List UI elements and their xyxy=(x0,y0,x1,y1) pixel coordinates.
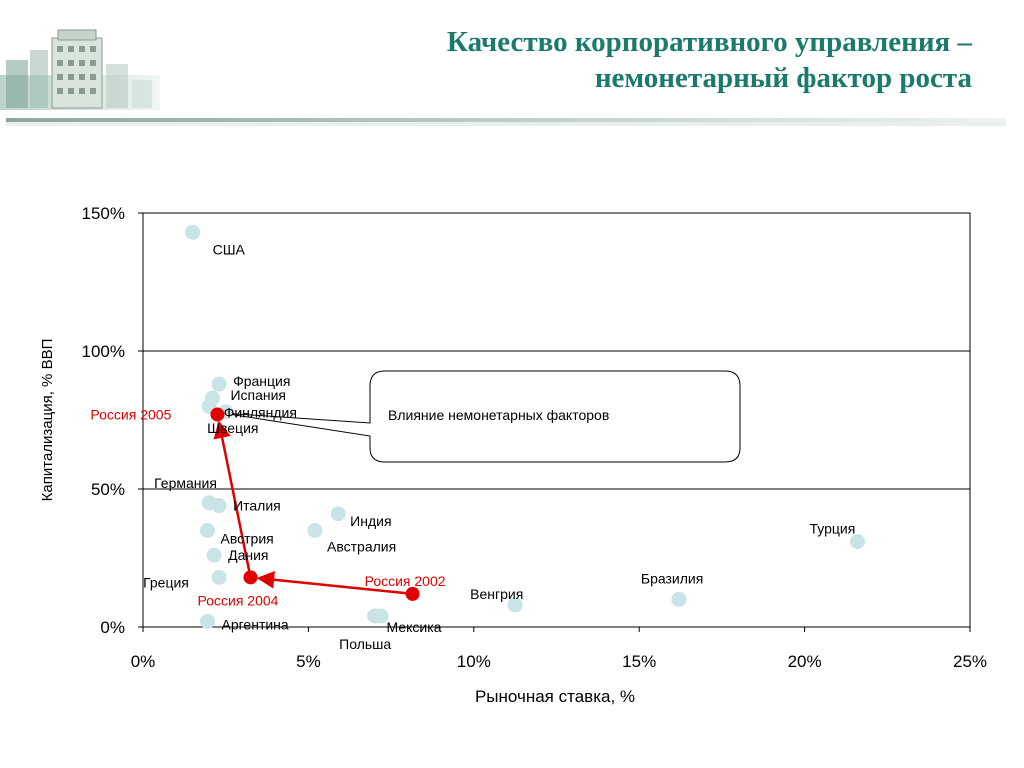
data-point-label: Австралия xyxy=(327,538,396,554)
russia-path-2004-2005 xyxy=(213,420,252,578)
data-point xyxy=(243,570,258,585)
data-point xyxy=(185,224,201,240)
data-point xyxy=(507,597,523,613)
x-tick-label: 15% xyxy=(622,652,656,671)
data-point-label: Италия xyxy=(233,498,281,514)
x-axis-label: Рыночная ставка, % xyxy=(475,687,635,706)
data-point xyxy=(200,613,216,629)
data-point xyxy=(211,569,227,585)
y-tick-label: 0% xyxy=(100,618,125,637)
data-point-label: Швеция xyxy=(207,420,258,436)
header-divider xyxy=(6,118,1006,126)
data-point-label: Австрия xyxy=(221,530,274,546)
callout-bubble xyxy=(221,370,741,463)
data-point-label: Испания xyxy=(230,387,286,403)
x-tick-label: 0% xyxy=(131,652,156,671)
x-tick-label: 25% xyxy=(953,652,987,671)
data-point-label: Турция xyxy=(810,520,856,536)
plot-area-border xyxy=(142,212,971,628)
data-point-label: Дания xyxy=(228,547,268,563)
data-point xyxy=(200,522,216,538)
callout-text: Влияние немонетарных факторов xyxy=(388,407,609,423)
data-point-label: Индия xyxy=(350,513,391,529)
title-line-1: Качество корпоративного управления – xyxy=(446,26,972,58)
page-title: Качество корпоративного управления – нем… xyxy=(212,24,972,96)
y-tick-label: 50% xyxy=(91,480,125,499)
x-tick-label: 5% xyxy=(296,652,321,671)
russia-path-2002-2004 xyxy=(256,571,413,596)
y-tick-label: 150% xyxy=(82,204,125,223)
data-point-label: Франция xyxy=(233,373,290,389)
data-point-label: Греция xyxy=(143,574,189,590)
title-line-2: немонетарный фактор роста xyxy=(594,62,972,94)
data-point-label: Россия 2005 xyxy=(90,406,171,422)
data-point-label: США xyxy=(213,241,246,257)
data-point xyxy=(211,498,227,514)
data-point xyxy=(373,608,389,624)
y-axis-label: Капитализация, % ВВП xyxy=(39,339,56,502)
x-tick-label: 20% xyxy=(788,652,822,671)
data-point-label: Венгрия xyxy=(470,586,523,602)
data-point-label: Мексика xyxy=(387,619,442,635)
data-point-label: Бразилия xyxy=(641,570,703,586)
data-point xyxy=(210,407,225,422)
data-point-label: Россия 2002 xyxy=(365,573,446,589)
data-point-label: Германия xyxy=(154,475,217,491)
data-point xyxy=(206,547,222,563)
data-point-label: Польша xyxy=(339,636,391,652)
data-point xyxy=(211,376,227,392)
data-point xyxy=(671,591,687,607)
x-tick-label: 10% xyxy=(457,652,491,671)
y-tick-label: 100% xyxy=(82,342,125,361)
building-logo xyxy=(0,29,160,110)
data-point xyxy=(850,533,866,549)
data-point-label: Аргентина xyxy=(222,616,289,632)
data-point xyxy=(405,586,420,601)
data-point xyxy=(330,506,346,522)
data-point-label: Россия 2004 xyxy=(198,592,279,608)
data-point xyxy=(307,522,323,538)
data-point-label: Финляндия xyxy=(224,405,297,421)
